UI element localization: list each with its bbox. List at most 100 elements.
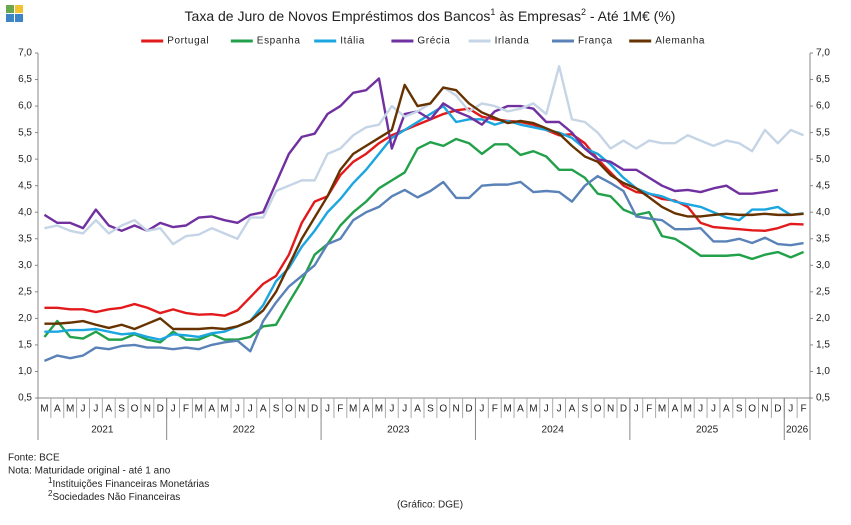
series-line: [43, 137, 805, 344]
legend-label: Alemanha: [655, 36, 705, 47]
y2-tick-label: 1,0: [816, 366, 830, 377]
y2-tick-label: 2,5: [816, 286, 830, 297]
legend-label: Espanha: [257, 36, 301, 47]
y-tick-label: 6,0: [18, 101, 32, 112]
x-tick-label: A: [105, 404, 112, 415]
x-tick-label: M: [529, 404, 537, 415]
y2-tick-label: 4,0: [816, 207, 830, 218]
footnote: 1Instituições Financeiras Monetárias: [48, 476, 209, 490]
x-tick-label: A: [363, 404, 370, 415]
x-tick-label: N: [607, 404, 614, 415]
x-tick-label: J: [788, 404, 793, 415]
year-label: 2026: [786, 425, 809, 436]
x-tick-label: A: [414, 404, 421, 415]
x-tick-label: J: [235, 404, 240, 415]
year-label: 2022: [233, 425, 256, 436]
y-tick-label: 0,5: [18, 393, 32, 404]
x-tick-label: N: [761, 404, 768, 415]
y-tick-label: 2,5: [18, 286, 32, 297]
x-tick-label: F: [492, 404, 498, 415]
x-tick-label: J: [634, 404, 639, 415]
year-label: 2025: [696, 425, 719, 436]
source: Fonte: BCE: [8, 453, 60, 464]
x-tick-label: D: [157, 404, 164, 415]
series-line: [43, 77, 779, 233]
x-tick-label: J: [325, 404, 330, 415]
x-tick-label: M: [503, 404, 511, 415]
y2-tick-label: 1,5: [816, 340, 830, 351]
x-tick-label: S: [736, 404, 743, 415]
y-tick-label: 5,0: [18, 154, 32, 165]
x-tick-label: J: [557, 404, 562, 415]
x-tick-label: M: [220, 404, 228, 415]
x-tick-label: O: [285, 404, 293, 415]
y2-tick-label: 2,0: [816, 313, 830, 324]
x-tick-label: J: [711, 404, 716, 415]
x-tick-label: F: [801, 404, 807, 415]
y-tick-label: 3,5: [18, 233, 32, 244]
y-tick-label: 7,0: [18, 48, 32, 59]
y-tick-label: 6,5: [18, 74, 32, 85]
x-tick-label: A: [260, 404, 267, 415]
series-line: [44, 65, 805, 246]
x-tick-label: J: [93, 404, 98, 415]
year-label: 2021: [91, 425, 114, 436]
x-tick-label: M: [375, 404, 383, 415]
chart-title: Taxa de Juro de Novos Empréstimos dos Ba…: [185, 7, 676, 23]
legend-label: Irlanda: [495, 36, 530, 47]
y2-tick-label: 0,5: [816, 393, 830, 404]
x-tick-label: J: [389, 404, 394, 415]
x-tick-label: M: [684, 404, 692, 415]
x-tick-label: M: [658, 404, 666, 415]
x-tick-label: A: [517, 404, 524, 415]
x-tick-label: F: [183, 404, 189, 415]
x-tick-label: J: [698, 404, 703, 415]
y2-tick-label: 3,5: [816, 233, 830, 244]
x-tick-label: A: [723, 404, 730, 415]
x-tick-label: M: [349, 404, 357, 415]
x-tick-label: S: [118, 404, 125, 415]
y-tick-label: 4,5: [18, 180, 32, 191]
y2-tick-label: 6,0: [816, 101, 830, 112]
x-tick-label: A: [672, 404, 679, 415]
x-tick-label: N: [453, 404, 460, 415]
x-tick-label: O: [131, 404, 139, 415]
x-tick-label: N: [144, 404, 151, 415]
legend-label: Grécia: [417, 36, 450, 47]
x-tick-label: M: [195, 404, 203, 415]
x-tick-label: S: [273, 404, 280, 415]
y2-tick-label: 3,0: [816, 260, 830, 271]
y-tick-label: 1,0: [18, 366, 32, 377]
credit: (Gráfico: DGE): [397, 500, 463, 511]
x-tick-label: O: [594, 404, 602, 415]
x-tick-label: A: [54, 404, 61, 415]
series-line: [43, 174, 804, 362]
x-tick-label: N: [298, 404, 305, 415]
y2-tick-label: 6,5: [816, 74, 830, 85]
y2-tick-label: 7,0: [816, 48, 830, 59]
x-tick-label: S: [427, 404, 434, 415]
x-tick-label: O: [439, 404, 447, 415]
x-tick-label: D: [774, 404, 781, 415]
x-tick-label: J: [248, 404, 253, 415]
x-tick-label: J: [479, 404, 484, 415]
legend-label: França: [578, 36, 613, 47]
note: Nota: Maturidade original - até 1 ano: [8, 466, 171, 477]
x-tick-label: A: [208, 404, 215, 415]
x-tick-label: D: [620, 404, 627, 415]
x-tick-label: J: [81, 404, 86, 415]
x-tick-label: F: [337, 404, 343, 415]
x-tick-label: M: [66, 404, 74, 415]
x-tick-label: M: [40, 404, 48, 415]
x-tick-label: A: [569, 404, 576, 415]
footnote: 2Sociedades Não Financeiras: [48, 489, 180, 503]
series-line: [44, 83, 804, 331]
x-tick-label: J: [402, 404, 407, 415]
series-line: [44, 104, 804, 341]
legend-label: Itália: [340, 36, 365, 47]
x-tick-label: S: [581, 404, 588, 415]
legend-label: Portugal: [167, 36, 209, 47]
logo: [6, 5, 23, 22]
y-tick-label: 5,5: [18, 127, 32, 138]
